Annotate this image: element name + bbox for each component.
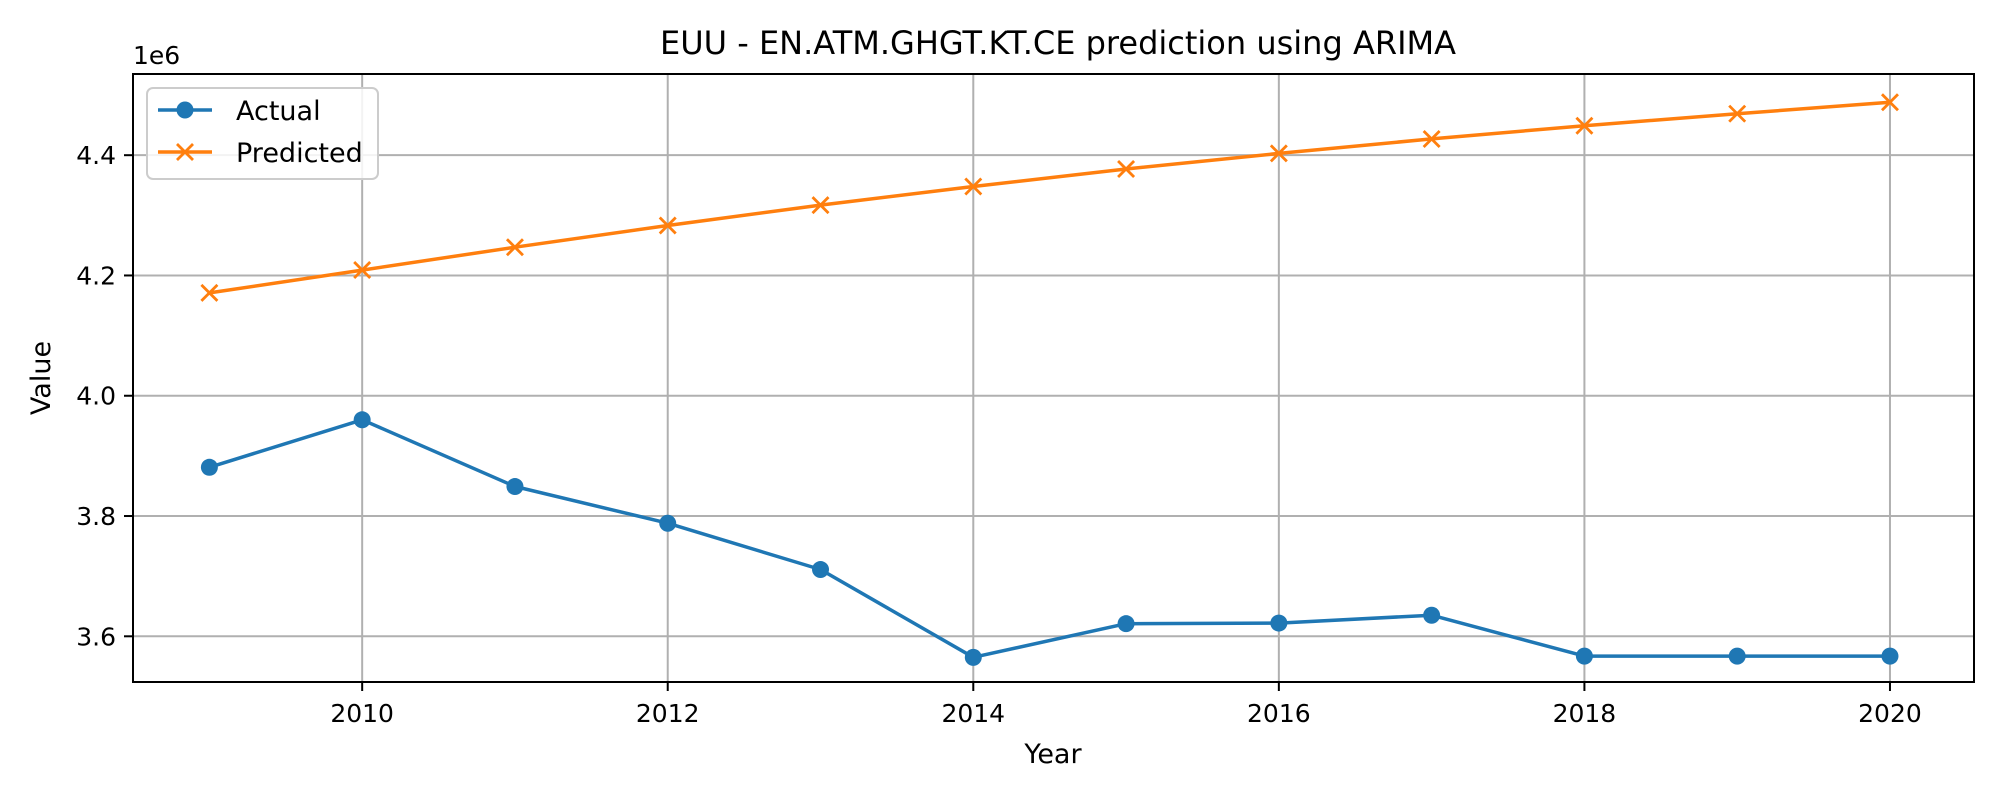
predicted-point [964, 177, 983, 196]
legend-predicted-label: Predicted [236, 138, 363, 169]
predicted-point [1422, 129, 1441, 148]
predicted-point [353, 261, 372, 280]
predicted-point [1575, 116, 1594, 135]
legend: Actual Predicted [146, 87, 379, 180]
x-tick-label: 2016 [1247, 699, 1311, 728]
chart-title: EUU - EN.ATM.GHGT.KT.CE prediction using… [660, 24, 1456, 62]
x-axis-label: Year [1023, 739, 1082, 770]
actual-point [1117, 615, 1135, 633]
predicted-point [811, 196, 830, 215]
predicted-point [505, 238, 524, 257]
actual-point [1423, 606, 1441, 624]
actual-point [1575, 647, 1593, 665]
y-tick-label: 3.8 [76, 502, 116, 531]
legend-actual-label: Actual [236, 96, 321, 127]
actual-point [353, 411, 371, 429]
actual-point [1728, 647, 1746, 665]
actual-point [506, 478, 524, 496]
actual-point [812, 561, 830, 579]
x-tick-label: 2012 [636, 699, 700, 728]
y-offset-label: 1e6 [133, 41, 180, 70]
y-tick-label: 4.2 [76, 261, 116, 290]
y-tick-label: 3.6 [76, 622, 116, 651]
predicted-point [658, 216, 677, 235]
x-tick-label: 2014 [941, 699, 1005, 728]
legend-actual-marker [176, 101, 194, 119]
predicted-point [1880, 93, 1899, 112]
predicted-point [200, 283, 219, 302]
actual-point [964, 648, 982, 666]
tick-layer: 2010 2012 2014 2016 2018 2020 3.6 3.8 4.0 4.2 4.4 [76, 141, 1922, 728]
x-tick-label: 2020 [1858, 699, 1922, 728]
predicted-point [1269, 144, 1288, 163]
actual-point [659, 514, 677, 532]
predicted-series-line [209, 100, 1891, 295]
actual-point [1881, 647, 1899, 665]
legend-predicted-marker [176, 143, 194, 161]
actual-series-line [208, 418, 1890, 660]
predicted-point [1117, 160, 1136, 179]
grid-layer [133, 74, 1974, 682]
y-axis-label: Value [26, 341, 57, 415]
x-tick-label: 2018 [1553, 699, 1617, 728]
y-tick-label: 4.4 [76, 141, 116, 170]
plot-frame [132, 73, 1975, 683]
actual-point [200, 458, 218, 476]
actual-point [1270, 614, 1288, 632]
predicted-point [1728, 104, 1747, 123]
y-tick-label: 4.0 [76, 382, 116, 411]
x-tick-label: 2010 [330, 699, 394, 728]
series-layer [200, 93, 1899, 666]
